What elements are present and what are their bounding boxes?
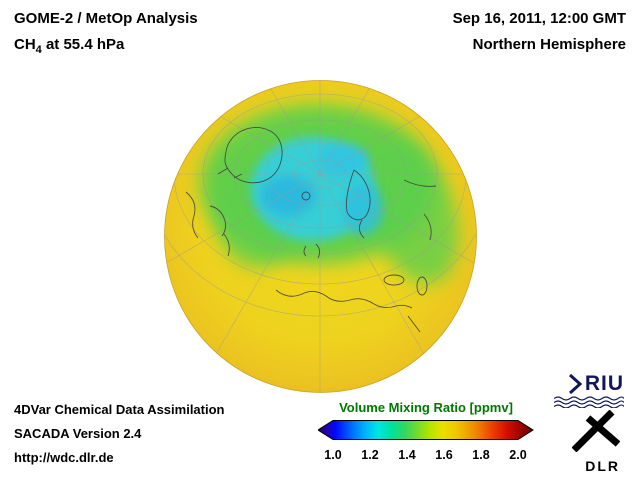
tick-label: 1.2 [361,448,379,462]
methane-cyan-core [251,137,383,241]
tick-label: 1.8 [472,448,490,462]
title-block: GOME-2 / MetOp Analysis CH4 at 55.4 hPa [14,10,198,56]
plot-datetime: Sep 16, 2011, 12:00 GMT [452,10,626,27]
credit-line-2: SACADA Version 2.4 [14,426,142,441]
plot-title: GOME-2 / MetOp Analysis [14,10,198,27]
credit-line-1: 4DVar Chemical Data Assimilation [14,402,225,417]
plot-subtitle: CH4 at 55.4 hPa [14,36,125,56]
globe-map [164,80,477,393]
riu-waves-icon [554,396,624,408]
tick-label: 1.4 [398,448,416,462]
dlr-logo: DLR [564,409,621,474]
riu-logo: RIU [546,372,624,408]
datetime-block: Sep 16, 2011, 12:00 GMT Northern Hemisph… [453,10,626,53]
colorbar-gradient [317,420,534,440]
riu-chevron-icon [568,373,582,395]
riu-logo-text: RIU [584,372,624,395]
colorbar-label: Volume Mixing Ratio [ppmv] [339,400,513,415]
tick-label: 1.0 [324,448,342,462]
credit-url: http://wdc.dlr.de [14,450,114,465]
dlr-logo-text: DLR [585,458,620,474]
colorbar: Volume Mixing Ratio [ppmv] 1.0 1.2 [317,400,534,464]
coastlines [185,127,437,333]
tick-label: 1.6 [435,448,453,462]
credits-block: 4DVar Chemical Data Assimilation SACADA … [14,402,225,474]
dlr-bird-icon [571,409,621,453]
plot-region: Northern Hemisphere [472,36,626,53]
tick-label: 2.0 [509,448,527,462]
colorbar-ticks: 1.0 1.2 1.4 1.6 1.8 2.0 [318,448,534,464]
